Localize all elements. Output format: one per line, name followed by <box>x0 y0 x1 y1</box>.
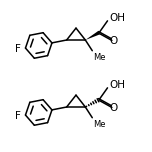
Text: F: F <box>16 111 21 121</box>
Text: Me: Me <box>93 53 106 62</box>
Text: OH: OH <box>110 13 126 23</box>
Text: O: O <box>109 103 117 113</box>
Text: F: F <box>16 44 21 54</box>
Text: OH: OH <box>110 80 126 90</box>
Polygon shape <box>85 31 100 40</box>
Text: O: O <box>109 36 117 46</box>
Text: Me: Me <box>93 120 106 129</box>
